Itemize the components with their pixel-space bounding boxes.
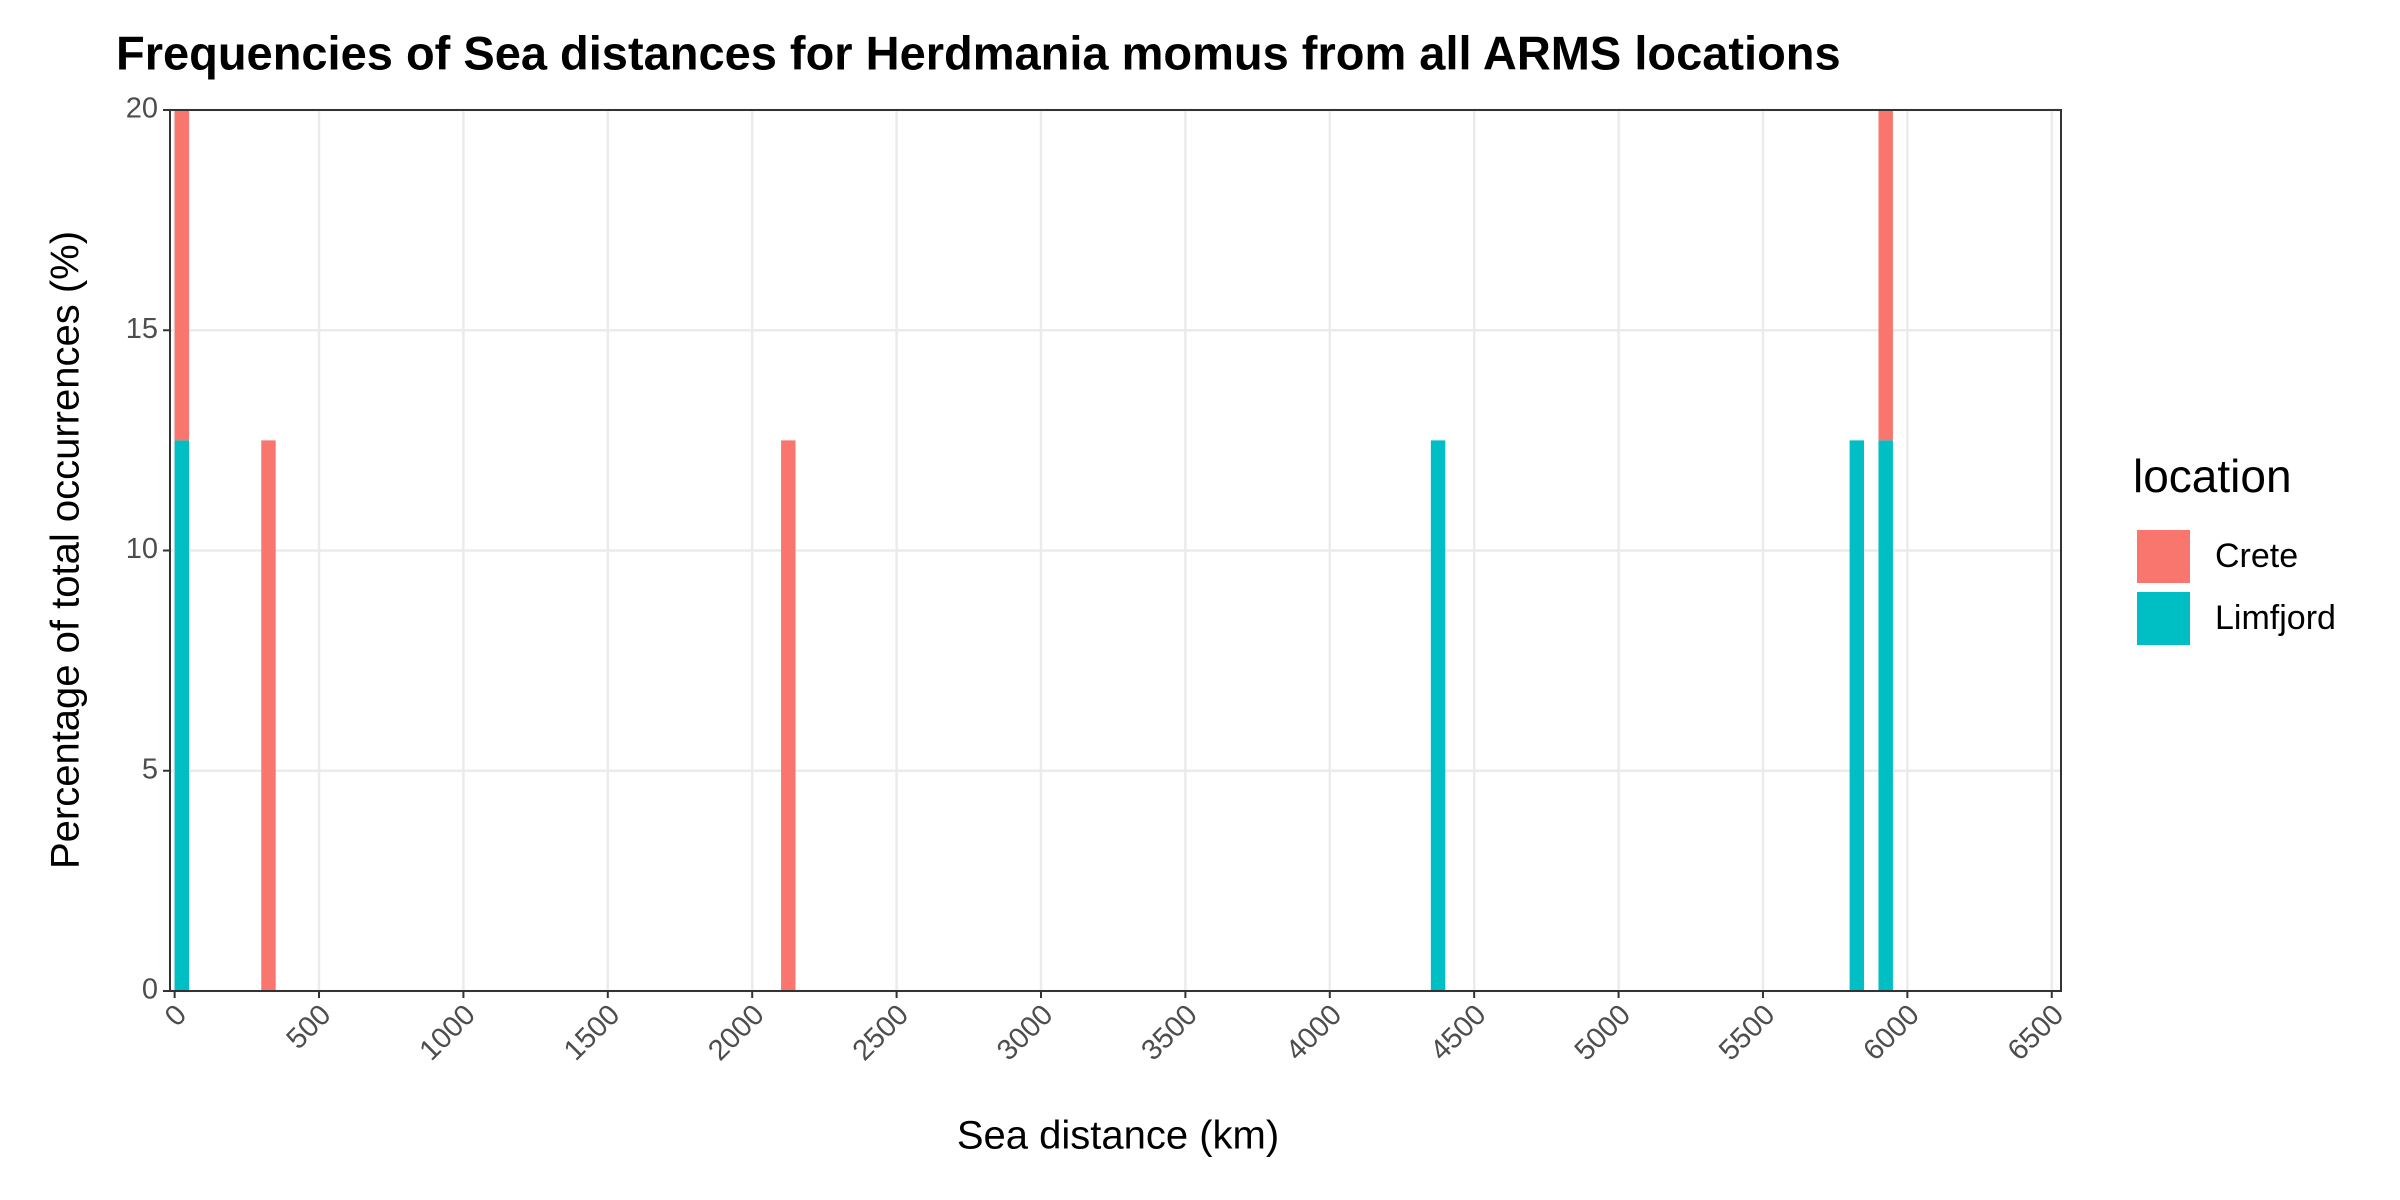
y-axis-title: Percentage of total occurrences (%) <box>44 231 88 869</box>
bar <box>1849 440 1865 991</box>
legend-title: location <box>2133 450 2292 502</box>
panel-border <box>169 109 2062 992</box>
bar <box>174 110 190 441</box>
legend-label: Crete <box>2215 537 2298 575</box>
bar <box>1430 440 1446 991</box>
y-tick-label: 15 <box>126 313 158 345</box>
bar <box>261 440 276 991</box>
x-axis-title: Sea distance (km) <box>957 1114 1279 1158</box>
y-tick-label: 20 <box>126 93 158 125</box>
bar <box>781 440 796 991</box>
legend-key <box>2137 530 2190 583</box>
y-tick-label: 10 <box>126 533 158 565</box>
y-tick-label: 0 <box>142 974 158 1006</box>
legend-label: Limfjord <box>2215 599 2336 637</box>
bar <box>1878 110 1893 441</box>
chart-title: Frequencies of Sea distances for Herdman… <box>116 26 1841 79</box>
y-tick-label: 5 <box>142 753 158 785</box>
bar <box>1878 440 1893 991</box>
legend-key <box>2137 592 2190 645</box>
bar <box>174 440 190 991</box>
